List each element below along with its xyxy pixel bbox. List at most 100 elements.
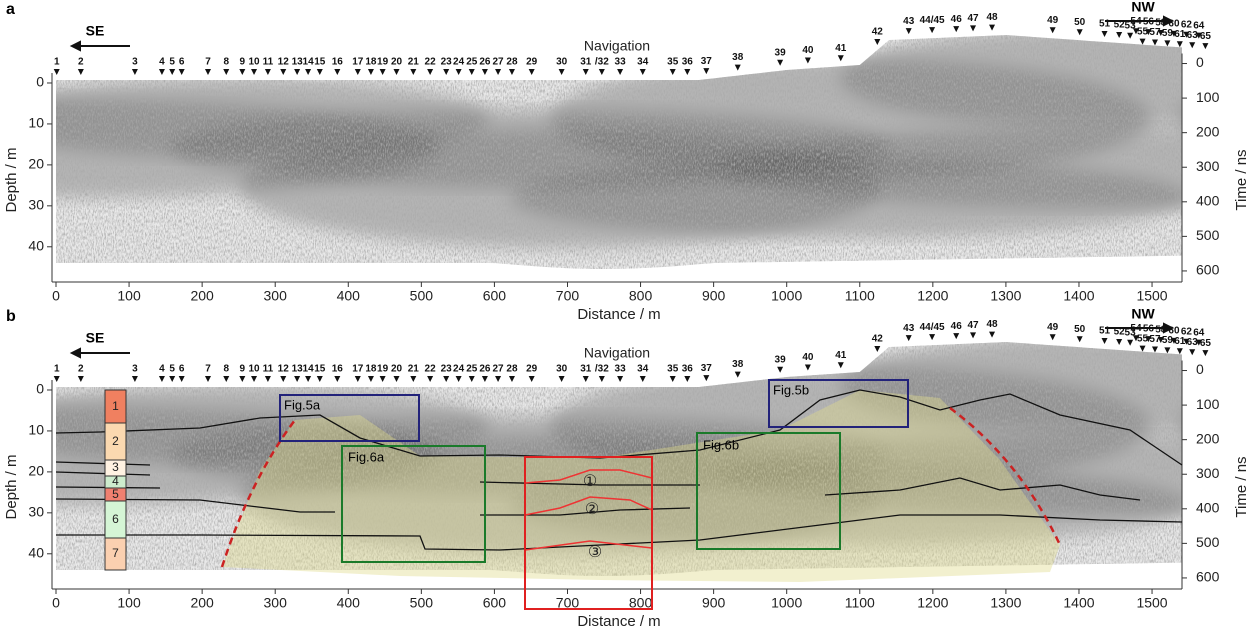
navigation-marker	[953, 26, 960, 33]
navigation-marker	[53, 69, 60, 75]
navigation-marker	[558, 69, 565, 75]
boxes	[279, 379, 909, 610]
navigation-marker	[443, 69, 450, 75]
navigation-label: 7	[205, 57, 211, 68]
navigation-marker	[639, 376, 646, 382]
navigation-marker	[508, 69, 515, 75]
navigation-marker	[1189, 349, 1196, 356]
navigation-marker	[1076, 336, 1083, 343]
navigation-label: 7	[205, 364, 211, 375]
navigation-label: 36	[682, 57, 694, 68]
navigation-label: 11	[263, 364, 274, 375]
navigation-label: 52	[1114, 327, 1126, 338]
navigation-marker	[989, 331, 996, 338]
navigation-marker	[617, 376, 624, 382]
navigation-marker	[131, 376, 138, 382]
y2-tick-label: 500	[1196, 534, 1220, 550]
navigation-marker	[1116, 32, 1123, 39]
y2-tick-label: 600	[1196, 569, 1220, 585]
navigation-label: 27	[493, 364, 505, 375]
x-tick-label: 400	[337, 288, 361, 304]
x-tick-label: 500	[410, 288, 434, 304]
y-tick-label: 0	[36, 74, 44, 90]
navigation-marker	[1164, 40, 1171, 47]
navigation-marker	[223, 376, 230, 382]
navigation-marker	[1127, 339, 1134, 346]
navigation-marker	[239, 69, 246, 75]
navigation-label: 1	[54, 57, 60, 68]
navigation-label: 50	[1074, 17, 1086, 28]
navigation-marker	[1145, 336, 1152, 343]
navigation-marker	[204, 376, 211, 382]
panel-label: b	[6, 308, 16, 325]
navigation-label: 15	[314, 57, 326, 68]
navigation-label: 57	[1149, 27, 1161, 38]
navigation-marker	[734, 371, 741, 378]
navigation-label: 4	[159, 57, 165, 68]
navigation-label: 29	[526, 57, 538, 68]
navigation-marker	[1151, 346, 1158, 353]
navigation-marker	[379, 376, 386, 382]
navigation-marker	[1170, 30, 1177, 37]
navigation-marker	[455, 69, 462, 75]
layer-label: 3	[112, 460, 119, 474]
navigation-marker	[1145, 29, 1152, 36]
navigation-label: 37	[701, 56, 713, 67]
navigation-label: 35	[667, 57, 679, 68]
x-tick-label: 1000	[771, 288, 802, 304]
x-tick-label: 1500	[1136, 595, 1167, 611]
boundary	[220, 419, 297, 568]
navigation-marker	[481, 376, 488, 382]
navigation-label: 49	[1047, 15, 1059, 26]
y2-tick-label: 300	[1196, 158, 1220, 174]
navigation-label: 41	[835, 350, 847, 361]
y2-tick-label: 200	[1196, 430, 1220, 446]
navigation-label: 60	[1168, 326, 1180, 337]
navigation-marker	[1164, 347, 1171, 354]
x-tick-label: 1100	[845, 595, 875, 611]
navigation-marker	[953, 333, 960, 340]
navigation-label: 42	[872, 27, 884, 38]
navigation-label: 34	[637, 57, 649, 68]
shaded-zone	[222, 390, 1060, 582]
y2-tick-label: 0	[1196, 54, 1204, 70]
navigation-marker	[223, 69, 230, 75]
navigation-marker	[703, 375, 710, 382]
navigation-label: 5	[169, 57, 175, 68]
navigation-label: 56	[1143, 324, 1155, 335]
navigation-label: 46	[951, 321, 963, 332]
direction-label: SE	[86, 23, 105, 39]
navigation-label: 46	[951, 14, 963, 25]
navigation-label: 4	[159, 364, 165, 375]
navigation-marker	[443, 376, 450, 382]
navigation-label: 65	[1200, 338, 1212, 349]
navigation-marker	[1157, 29, 1164, 36]
navigation-marker	[251, 69, 258, 75]
navigation-marker	[970, 332, 977, 339]
navigation-label: 38	[732, 52, 744, 63]
navigation-marker	[598, 376, 605, 382]
navigation-marker	[410, 376, 417, 382]
navigation-marker	[367, 69, 374, 75]
navigation-label: 43	[903, 323, 915, 334]
navigation-marker	[1049, 27, 1056, 34]
navigation-marker	[1101, 30, 1108, 37]
navigation-label: 29	[526, 364, 538, 375]
navigation-label: 28	[506, 57, 518, 68]
x-tick-label: 200	[190, 595, 214, 611]
navigation-marker	[1076, 29, 1083, 36]
navigation-label: 39	[775, 354, 787, 365]
direction-label: SE	[86, 330, 105, 346]
navigation-label: 54	[1130, 323, 1142, 334]
navigation-marker	[1170, 337, 1177, 344]
x-axis-label: Distance / m	[577, 306, 660, 323]
navigation-label: 33	[615, 57, 627, 68]
navigation-label: 38	[732, 359, 744, 370]
y2-axis-label: Time / ns	[1233, 149, 1250, 210]
navigation-label: 1	[54, 364, 60, 375]
navigation-marker	[1049, 334, 1056, 341]
navigation-marker	[495, 376, 502, 382]
navigation-label: 6	[179, 57, 185, 68]
navigation-label: /32	[595, 57, 609, 68]
